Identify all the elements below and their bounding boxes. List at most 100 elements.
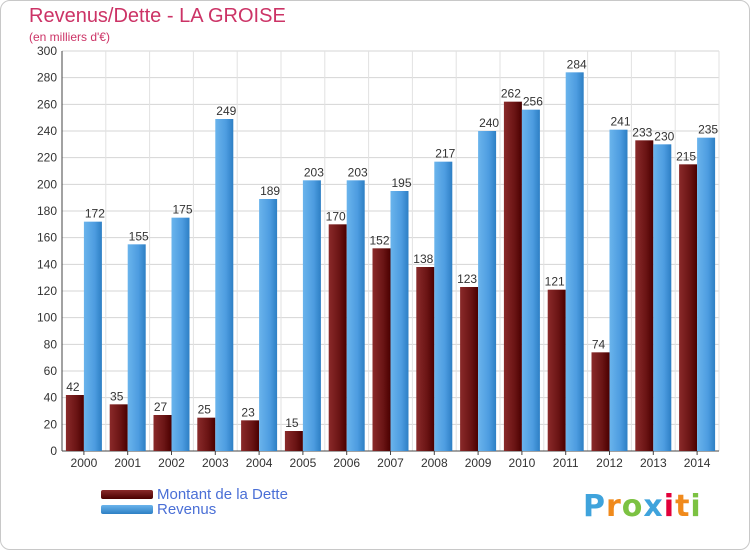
x-tick-label: 2001 <box>114 456 141 470</box>
chart-title: Revenus/Dette - LA GROISE <box>29 5 286 27</box>
logo-letter: o <box>621 489 644 524</box>
data-label-revenus: 217 <box>435 147 455 161</box>
logo-letter: i <box>690 489 702 524</box>
data-label-dette: 138 <box>413 252 433 266</box>
bar-dette <box>635 140 654 452</box>
bar-dette <box>679 164 698 452</box>
bar-revenus <box>478 131 497 451</box>
bar-revenus <box>434 161 453 451</box>
data-label-dette: 170 <box>326 209 346 223</box>
x-tick-label: 2007 <box>377 456 404 470</box>
bar-revenus <box>259 199 278 451</box>
data-label-revenus: 240 <box>479 116 499 130</box>
logo-letter: r <box>606 489 622 524</box>
data-label-dette: 27 <box>154 400 168 414</box>
bar-revenus <box>390 191 409 451</box>
bar-revenus <box>653 144 672 452</box>
y-tick-label: 200 <box>37 177 57 191</box>
y-tick-label: 240 <box>37 124 57 138</box>
bar-dette <box>241 420 260 451</box>
bar-dette <box>416 267 435 451</box>
bar-dette <box>503 101 522 452</box>
legend-dette-swatch <box>101 490 153 499</box>
x-tick-label: 2000 <box>71 456 98 470</box>
data-label-dette: 262 <box>501 87 521 101</box>
proxiti-logo: Proxiti <box>583 489 702 524</box>
data-label-dette: 15 <box>285 416 299 430</box>
x-tick-label: 2008 <box>421 456 448 470</box>
x-tick-label: 2012 <box>596 456 623 470</box>
data-label-revenus: 155 <box>129 229 149 243</box>
data-label-dette: 233 <box>632 125 652 139</box>
data-label-revenus: 195 <box>391 176 411 190</box>
data-label-revenus: 256 <box>523 95 543 109</box>
x-tick-label: 2011 <box>553 456 579 470</box>
data-label-revenus: 175 <box>172 203 192 217</box>
logo-letter: t <box>675 489 691 524</box>
y-tick-label: 0 <box>50 444 57 458</box>
y-tick-label: 80 <box>44 337 58 351</box>
bar-revenus <box>565 72 584 451</box>
logo-letter: i <box>663 489 676 524</box>
bar-dette <box>460 287 479 451</box>
bar-revenus <box>83 221 102 451</box>
y-tick-label: 280 <box>37 71 57 85</box>
data-label-dette: 23 <box>241 405 255 419</box>
data-label-revenus: 249 <box>216 104 236 118</box>
logo-letter: x <box>643 489 664 524</box>
y-tick-label: 40 <box>44 391 58 405</box>
legend-revenus-swatch <box>101 505 153 514</box>
data-label-dette: 74 <box>592 337 606 351</box>
bar-dette <box>109 404 128 451</box>
y-tick-label: 140 <box>37 257 57 271</box>
data-label-revenus: 284 <box>567 57 587 71</box>
bar-dette <box>328 224 347 451</box>
bar-revenus <box>521 109 540 452</box>
bar-revenus <box>127 244 146 451</box>
x-tick-label: 2005 <box>290 456 317 470</box>
data-label-revenus: 172 <box>85 207 105 221</box>
y-tick-label: 20 <box>44 417 58 431</box>
data-label-dette: 42 <box>66 380 80 394</box>
data-labels: 42 172 35 155 27 175 25 249 23 189 15 203 170 203 152 1… <box>66 57 718 430</box>
bar-revenus <box>697 137 716 451</box>
data-label-dette: 25 <box>198 403 212 417</box>
x-tick-label: 2013 <box>640 456 667 470</box>
data-label-dette: 123 <box>457 272 477 286</box>
y-tick-label: 300 <box>37 44 57 58</box>
x-tick-label: 2002 <box>158 456 185 470</box>
bar-dette <box>65 395 84 451</box>
axes: 0 20 40 60 80 100 120 140 160 180 200 220 240 260 280 3… <box>37 44 719 470</box>
bar-revenus <box>346 180 365 452</box>
x-tick-label: 2009 <box>465 456 492 470</box>
x-tick-label: 2014 <box>684 456 711 470</box>
bar-revenus <box>609 129 628 451</box>
legend-dette-label: Montant de la Dette <box>157 486 288 503</box>
data-label-dette: 121 <box>545 275 565 289</box>
x-tick-label: 2003 <box>202 456 229 470</box>
x-tick-label: 2010 <box>509 456 536 470</box>
y-tick-label: 100 <box>37 311 57 325</box>
y-tick-label: 60 <box>44 364 58 378</box>
data-label-dette: 215 <box>676 149 696 163</box>
bars <box>65 72 716 452</box>
data-label-revenus: 241 <box>610 115 630 129</box>
data-label-dette: 35 <box>110 389 124 403</box>
bar-dette <box>591 352 610 451</box>
bar-dette <box>284 431 303 451</box>
data-label-revenus: 230 <box>654 129 674 143</box>
y-tick-label: 180 <box>37 204 57 218</box>
bar-dette <box>197 417 216 451</box>
bar-revenus <box>215 119 234 451</box>
logo-letter: P <box>583 489 606 524</box>
data-label-revenus: 203 <box>304 165 324 179</box>
bar-dette <box>547 289 566 451</box>
x-tick-label: 2006 <box>333 456 360 470</box>
data-label-revenus: 189 <box>260 184 280 198</box>
bar-revenus <box>302 180 321 452</box>
data-label-dette: 152 <box>369 233 389 247</box>
data-label-revenus: 235 <box>698 123 718 137</box>
y-tick-label: 260 <box>37 97 57 111</box>
